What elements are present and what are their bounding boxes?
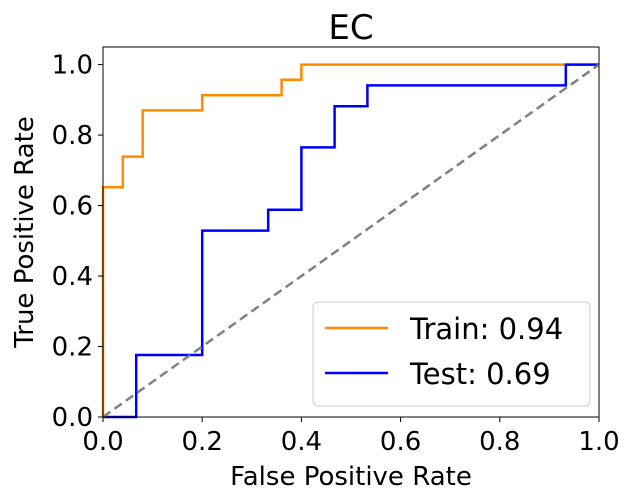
legend-label-train: Train: 0.94 [409,312,563,346]
y-tick-label: 0.4 [52,262,93,292]
tick-layer: 0.0 0.2 0.4 0.6 0.8 1.0 0.0 0.2 0.4 0.6 0.8 1.0 [52,51,620,457]
y-tick-label: 0.2 [52,333,93,363]
x-tick-label: 1.0 [578,427,619,457]
y-tick-label: 0.8 [52,121,93,151]
series-line-train [101,63,599,417]
y-tick-label: 0.6 [52,192,93,222]
series-line-test [103,63,599,419]
plot-frame [102,46,600,418]
legend-label-test: Test: 0.69 [409,357,551,391]
x-tick-label: 0.0 [82,427,123,457]
x-tick-label: 0.4 [281,427,322,457]
x-tick-label: 0.8 [479,427,520,457]
legend: Train: 0.94 Test: 0.69 [312,301,591,407]
y-tick-label: 1.0 [52,51,93,81]
chance-diagonal-line [102,63,600,419]
chart-title: EC [328,8,373,48]
x-tick-label: 0.2 [182,427,223,457]
y-tick-label: 0.0 [52,403,93,433]
series-layer [101,63,600,419]
x-tick-label: 0.6 [380,427,421,457]
x-axis-label: False Positive Rate [230,462,472,492]
y-axis-label: True Positive Rate [10,116,40,349]
